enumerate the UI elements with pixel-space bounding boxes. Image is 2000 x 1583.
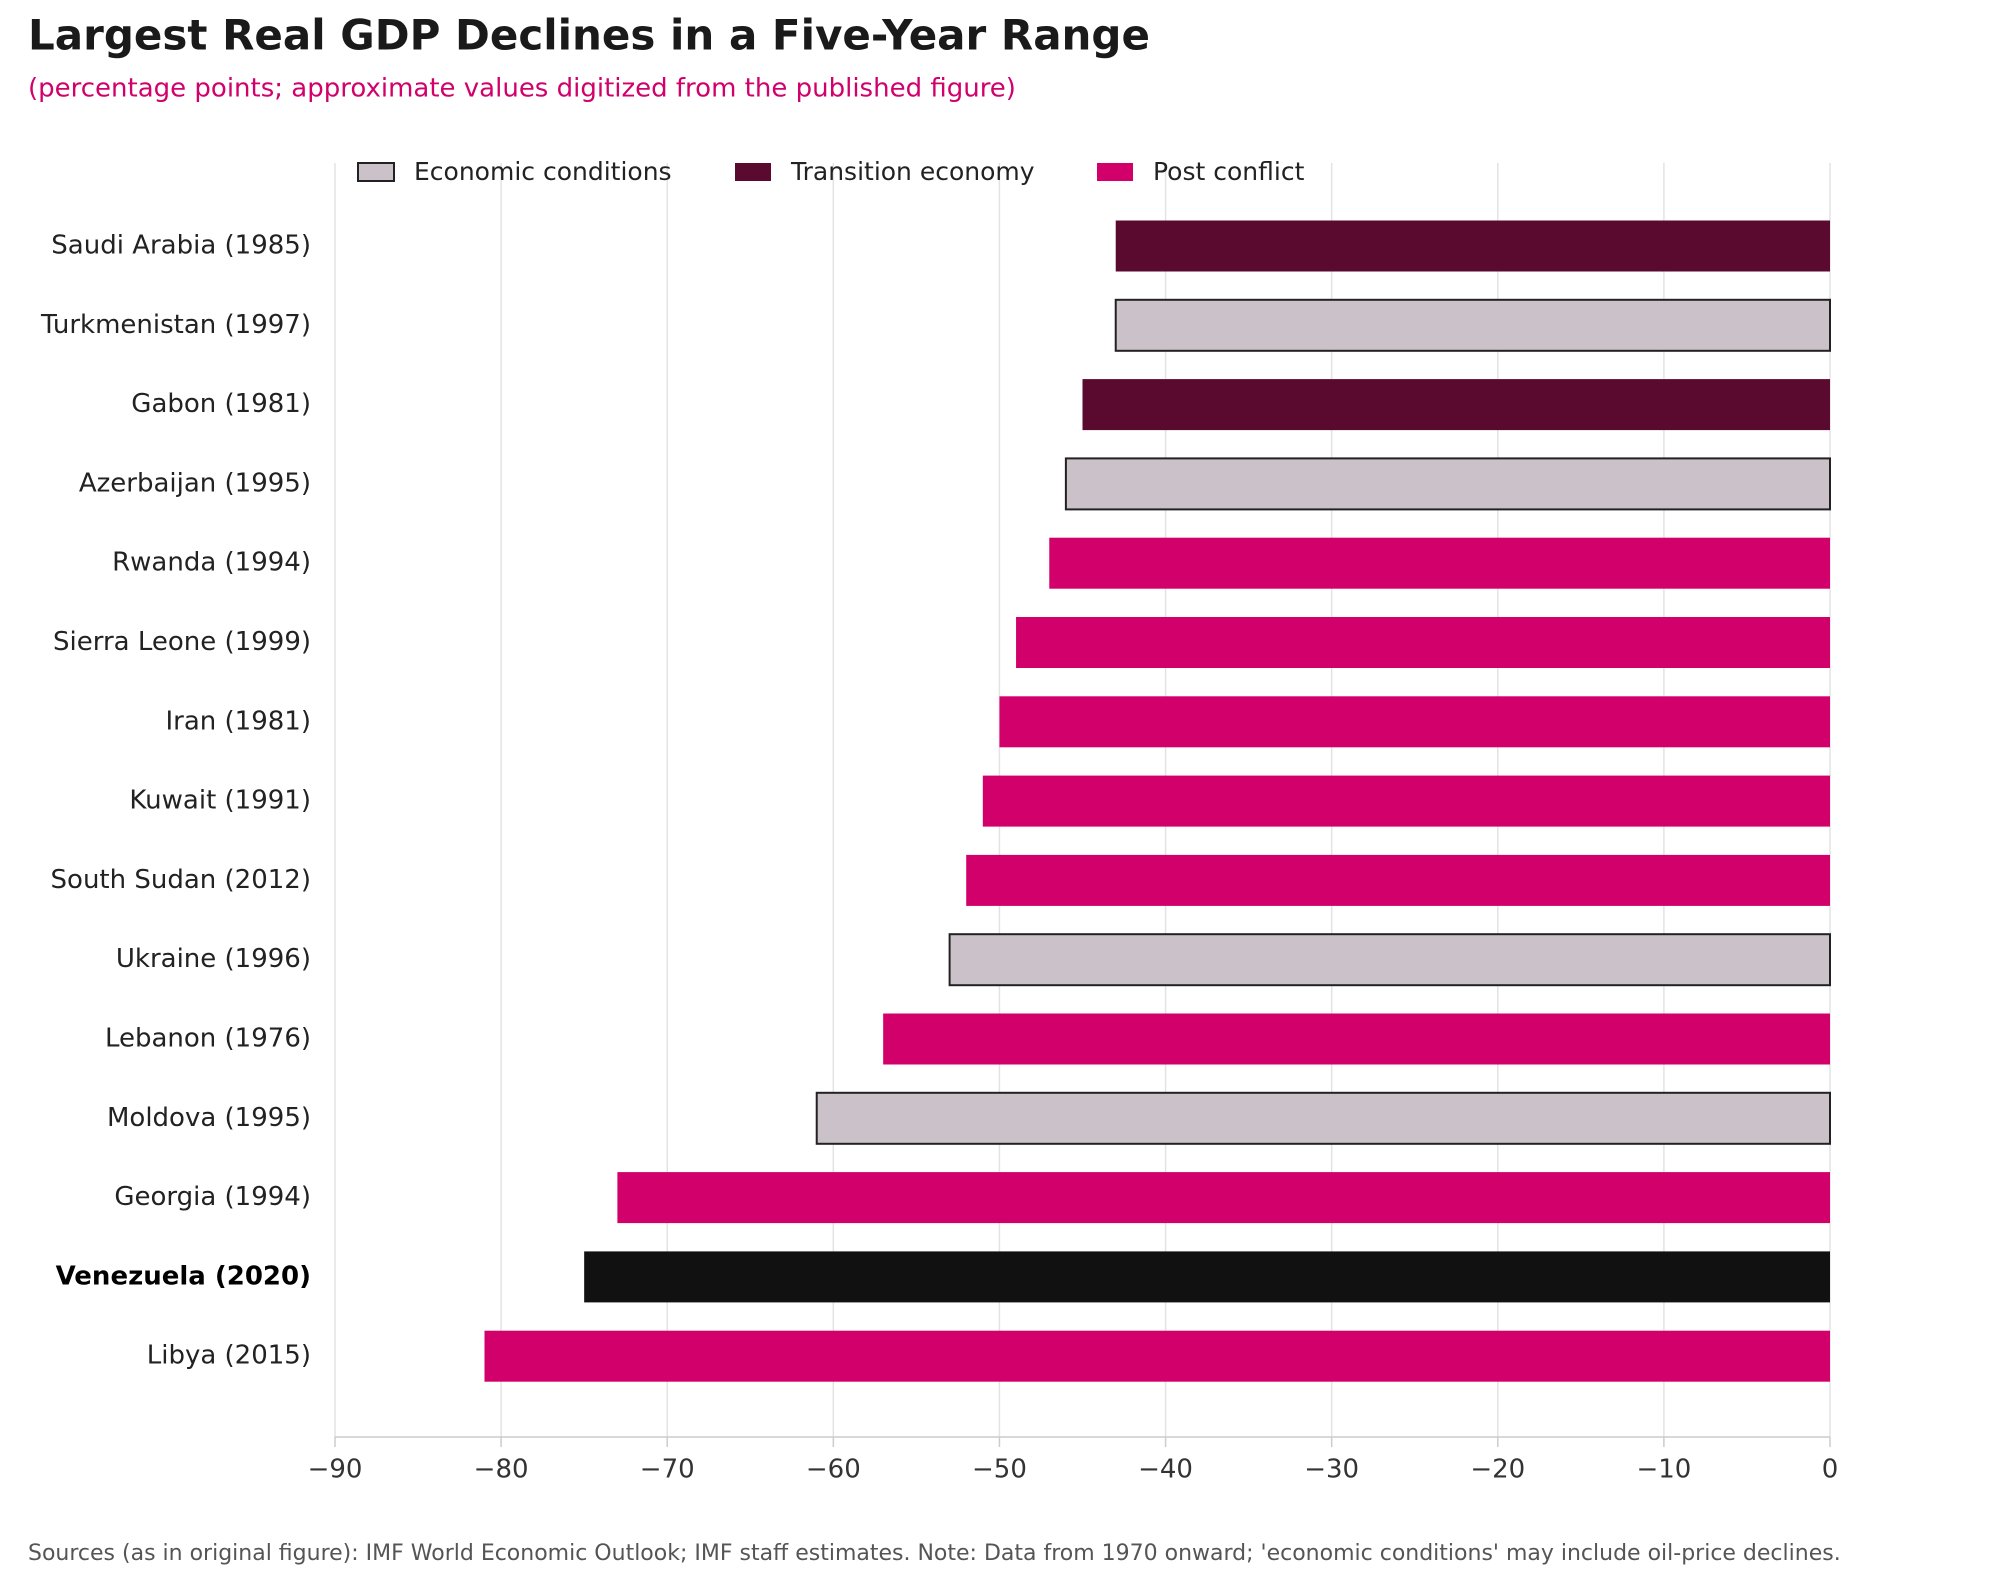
legend-swatch: [357, 162, 395, 182]
bar: [1049, 537, 1830, 589]
bar: [966, 854, 1830, 906]
bar: [948, 933, 1831, 987]
legend-swatch: [735, 163, 771, 181]
y-tick-label: Azerbaijan (1995): [79, 468, 311, 498]
y-tick-label: Ukraine (1996): [116, 944, 311, 974]
y-tick-label: Lebanon (1976): [105, 1024, 311, 1054]
bar: [584, 1251, 1830, 1303]
bar: [484, 1330, 1830, 1382]
y-tick-label: Venezuela (2020): [56, 1261, 311, 1291]
legend-label: Post conflict: [1153, 157, 1305, 186]
legend-label: Transition economy: [790, 157, 1035, 186]
y-tick-label: Rwanda (1994): [112, 548, 311, 578]
bar: [999, 696, 1830, 748]
legend-label: Economic conditions: [414, 157, 672, 186]
chart-subtitle: (percentage points; approximate values d…: [28, 74, 1016, 104]
bar: [1064, 457, 1831, 511]
chart-title: Largest Real GDP Declines in a Five-Year…: [28, 11, 1150, 60]
y-tick-label: Turkmenistan (1997): [40, 310, 311, 340]
legend-swatch: [1097, 163, 1133, 181]
x-tick-label: −90: [308, 1455, 363, 1485]
x-tick-label: −60: [806, 1455, 861, 1485]
y-tick-label: Gabon (1981): [131, 389, 311, 419]
y-tick-label: Iran (1981): [166, 706, 312, 736]
x-tick-label: 0: [1822, 1455, 1839, 1485]
y-tick-label: South Sudan (2012): [51, 865, 311, 895]
x-tick-label: −80: [474, 1455, 529, 1485]
x-tick-label: −10: [1636, 1455, 1691, 1485]
y-tick-label: Saudi Arabia (1985): [51, 231, 311, 261]
bar: [617, 1172, 1830, 1224]
x-tick-label: −40: [1138, 1455, 1193, 1485]
bar: [1082, 379, 1830, 431]
x-tick-label: −50: [972, 1455, 1027, 1485]
y-tick-label: Sierra Leone (1999): [53, 627, 311, 657]
y-tick-label: Moldova (1995): [107, 1103, 311, 1133]
bar: [982, 775, 1830, 827]
x-tick-label: −70: [640, 1455, 695, 1485]
bar: [1115, 220, 1830, 272]
bar: [883, 1013, 1830, 1065]
y-tick-label: Libya (2015): [147, 1341, 311, 1371]
y-tick-label: Kuwait (1991): [129, 786, 311, 816]
bar: [1016, 617, 1830, 668]
bar: [1114, 298, 1831, 352]
bar: [815, 1091, 1831, 1145]
x-tick-label: −30: [1304, 1455, 1359, 1485]
footnote: Sources (as in original figure): IMF Wor…: [28, 1541, 1841, 1566]
y-tick-label: Georgia (1994): [114, 1182, 311, 1212]
x-tick-label: −20: [1470, 1455, 1525, 1485]
